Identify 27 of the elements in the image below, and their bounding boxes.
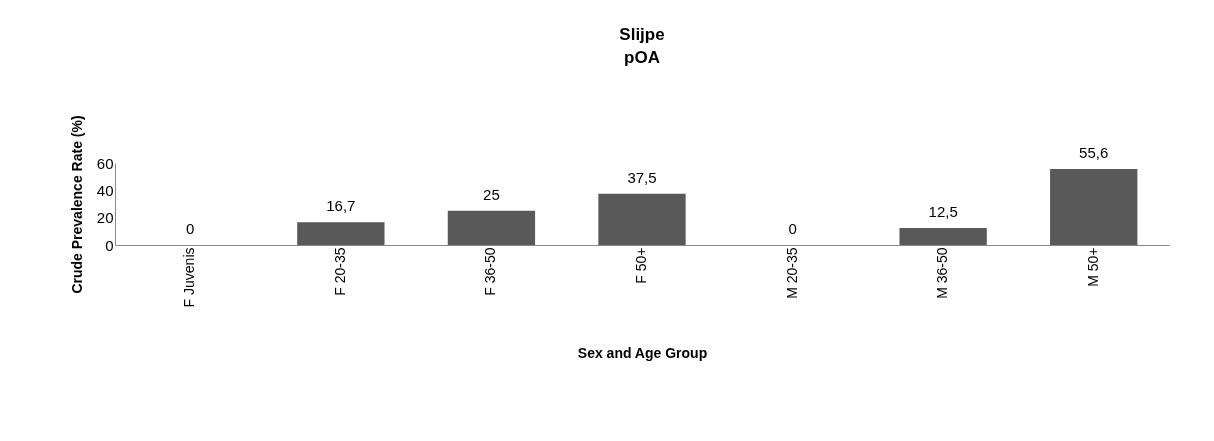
x-axis-title: Sex and Age Group <box>577 345 708 362</box>
x-tick-label: M 20-35 <box>783 247 800 299</box>
y-tick-label: 40 <box>96 181 114 199</box>
bar <box>598 193 686 245</box>
x-tick-label: M 50+ <box>1084 247 1101 287</box>
data-label: 25 <box>483 185 500 203</box>
y-tick-label: 0 <box>105 236 114 254</box>
data-label: 12,5 <box>928 202 958 220</box>
x-tick-label: M 36-50 <box>934 247 951 299</box>
data-label: 0 <box>186 220 195 237</box>
chart-title: Slijpe <box>619 24 665 44</box>
x-tick-label: F 36-50 <box>482 247 499 296</box>
x-tick-label: F Juvenis <box>181 247 198 308</box>
x-tick-label: F 50+ <box>633 247 649 284</box>
bar <box>447 210 536 245</box>
data-label: 16,7 <box>326 197 356 215</box>
bar <box>297 222 385 245</box>
chart-subtitle: pOA <box>624 47 660 67</box>
y-tick-label: 20 <box>96 209 114 227</box>
x-tick-label: F 20-35 <box>331 247 348 296</box>
data-label: 0 <box>788 220 797 237</box>
bar <box>1050 169 1138 245</box>
y-axis-title: Crude Prevalence Rate (%) <box>68 115 85 294</box>
data-label: 37,5 <box>627 168 657 186</box>
y-tick-label: 60 <box>96 154 114 172</box>
data-label: 55,6 <box>1079 144 1109 162</box>
bar <box>899 227 987 245</box>
